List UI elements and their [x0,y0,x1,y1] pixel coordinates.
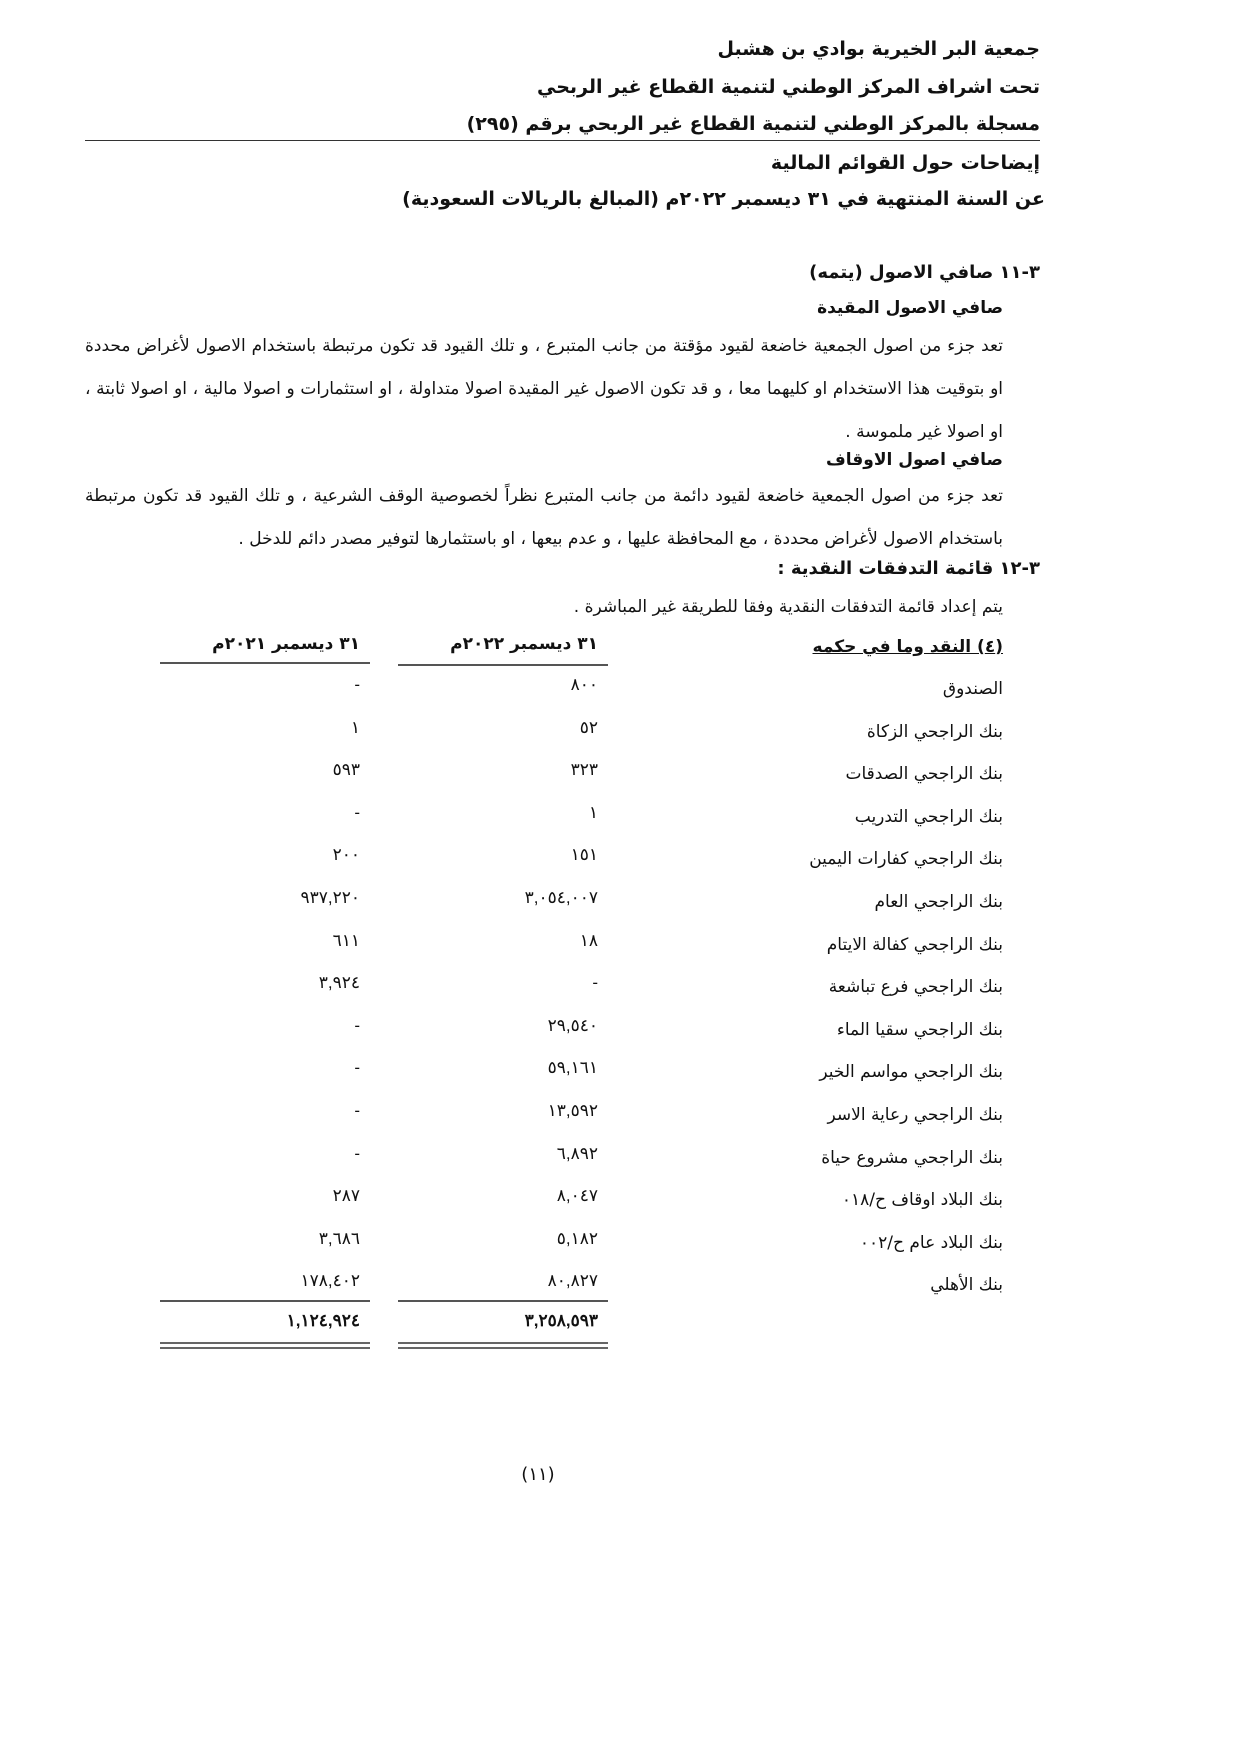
table-row-label: الصندوق [942,679,1003,699]
table-row-value-2022: - [592,973,598,993]
col-header-2021: ٣١ ديسمبر ٢٠٢١م [212,634,360,654]
table-row-value-2022: ٣,٠٥٤,٠٠٧ [524,888,598,907]
restricted-text: تعد جزء من اصول الجمعية خاضعة لقيود مؤقت… [85,336,1003,442]
total-double-line-2021 [160,1342,370,1349]
table-row-label: بنك الراجحي مشروع حياة [821,1147,1003,1168]
table-row-value-2021: ٣,٩٢٤ [318,973,360,993]
table-row-value-2022: ٥٢ [579,717,598,737]
col-2022-underline [398,664,608,666]
table-row-label: بنك البلاد اوقاف ح/٠١٨ [841,1190,1003,1211]
period-line: عن السنة المنتهية في ٣١ ديسمبر ٢٠٢٢م (ال… [402,188,1045,210]
table-row-value-2021: ١ [350,717,360,737]
subtotal-line-2022 [398,1300,608,1302]
table-row-label: بنك الراجحي الزكاة [866,721,1003,742]
table-row-label: بنك الراجحي العام [874,892,1003,912]
section-12-text: يتم إعداد قائمة التدفقات النقدية وفقا لل… [573,597,1003,617]
section-11-title: ٣-١١ صافي الاصول (يتمه) [809,262,1040,283]
total-double-line-2022 [398,1342,608,1349]
table-row-value-2021: - [354,1058,360,1078]
table-row-value-2021: - [354,802,360,822]
endowment-title: صافي اصول الاوقاف [826,450,1003,470]
total-2021: ١,١٢٤,٩٢٤ [286,1311,360,1330]
endowment-text: تعد جزء من اصول الجمعية خاضعة لقيود دائم… [85,486,1003,549]
table-row-value-2021: - [354,1101,360,1120]
table-row-value-2022: ١٣,٥٩٢ [547,1101,598,1120]
org-name: جمعية البر الخيرية بوادي بن هشبل [717,38,1040,60]
table-row-label: بنك الراجحي الصدقات [845,764,1003,785]
table-row-label: بنك الراجحي فرع تباشعة [828,977,1003,998]
subtotal-line-2021 [160,1300,370,1302]
table-row-value-2022: ١٥١ [570,845,598,865]
table-title: (٤) النقد وما في حكمه [812,637,1003,657]
table-row-value-2021: ٩٣٧,٢٢٠ [300,888,360,907]
table-row-value-2022: ٥٩,١٦١ [547,1058,598,1078]
table-row-label: بنك الراجحي رعاية الاسر [827,1105,1003,1125]
table-row-label: بنك الراجحي مواسم الخير [819,1062,1003,1083]
table-row-value-2021: - [354,675,360,694]
table-row-value-2022: ٥,١٨٢ [556,1228,598,1248]
table-row-label: بنك الراجحي كفارات اليمين [809,849,1003,870]
table-row-label: بنك الراجحي كفالة الايتام [826,934,1003,955]
table-row-label: بنك الراجحي التدريب [854,806,1003,827]
supervision-line: تحت اشراف المركز الوطني لتنمية القطاع غي… [536,76,1040,98]
table-row-value-2022: ٨٠,٨٢٧ [547,1271,598,1291]
table-row-value-2021: ٥٩٣ [332,760,360,780]
notes-title: إيضاحات حول القوائم المالية [770,152,1040,174]
table-row-value-2021: - [354,1015,360,1035]
table-row-value-2021: ٢٨٧ [332,1186,360,1206]
page-number: (١١) [521,1464,555,1485]
table-row-value-2021: ٣,٦٨٦ [318,1228,360,1248]
table-row-value-2022: ٨,٠٤٧ [556,1186,598,1206]
table-row-value-2021: ١٧٨,٤٠٢ [300,1271,360,1291]
table-row-label: بنك البلاد عام ح/٠٠٢ [859,1232,1003,1253]
table-row-value-2021: ٢٠٠ [332,845,360,865]
table-row-value-2021: - [354,1143,360,1163]
table-row-value-2022: ١ [588,802,598,822]
table-row-value-2021: ٦١١ [332,930,360,950]
registration-line: مسجلة بالمركز الوطني لتنمية القطاع غير ا… [466,113,1040,135]
table-row-value-2022: ٣٢٣ [570,760,598,780]
table-row-value-2022: ٢٩,٥٤٠ [547,1015,598,1035]
header-divider [85,140,1040,141]
table-row-label: بنك الراجحي سقيا الماء [836,1019,1003,1040]
table-row-value-2022: ٨٠٠ [570,675,598,694]
col-header-2022: ٣١ ديسمبر ٢٠٢٢م [450,634,598,654]
total-2022: ٣,٢٥٨,٥٩٣ [524,1311,598,1330]
section-12-title: ٣-١٢ قائمة التدفقات النقدية : [777,558,1040,579]
table-row-value-2022: ٦,٨٩٢ [556,1143,598,1163]
table-row-value-2022: ١٨ [579,930,598,950]
col-2021-underline [160,662,370,664]
restricted-title: صافي الاصول المقيدة [817,298,1003,318]
table-row-label: بنك الأهلي [930,1275,1003,1296]
